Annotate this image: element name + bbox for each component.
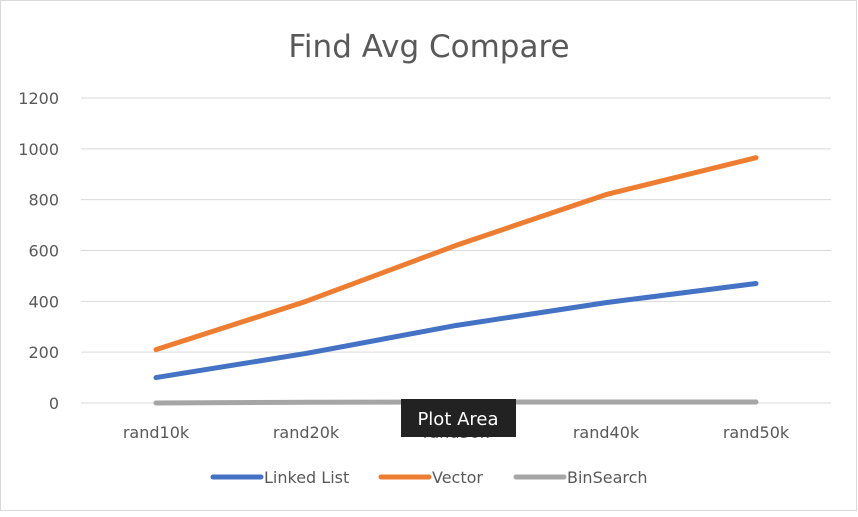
x-tick-label: rand10k — [123, 423, 190, 442]
legend-label: BinSearch — [567, 468, 648, 487]
x-tick-label: rand20k — [273, 423, 340, 442]
plot-area-tooltip: Plot Area — [401, 399, 516, 437]
legend-item-binsearch[interactable]: BinSearch — [516, 468, 648, 487]
y-tick-label: 800 — [28, 191, 59, 210]
y-tick-label: 400 — [28, 292, 59, 311]
y-tick-label: 1200 — [18, 89, 59, 108]
series-line-vector[interactable] — [156, 158, 756, 350]
tooltip-label: Plot Area — [417, 409, 498, 430]
x-tick-label: rand40k — [573, 423, 640, 442]
legend-item-linked-list[interactable]: Linked List — [213, 468, 349, 487]
legend-label: Linked List — [264, 468, 349, 487]
series-lines[interactable] — [156, 158, 756, 403]
legend-item-vector[interactable]: Vector — [381, 468, 483, 487]
y-tick-label: 600 — [28, 242, 59, 261]
y-tick-label: 200 — [28, 343, 59, 362]
x-tick-label: rand50k — [723, 423, 790, 442]
series-line-linked-list[interactable] — [156, 284, 756, 378]
gridlines — [81, 98, 831, 403]
legend-label: Vector — [432, 468, 483, 487]
y-tick-label: 1000 — [18, 140, 59, 159]
chart-title: Find Avg Compare — [288, 29, 569, 65]
y-tick-label: 0 — [49, 394, 59, 413]
y-axis-tick-labels: 0 200 400 600 800 1000 1200 — [18, 89, 59, 413]
legend[interactable]: Linked List Vector BinSearch — [213, 468, 648, 487]
